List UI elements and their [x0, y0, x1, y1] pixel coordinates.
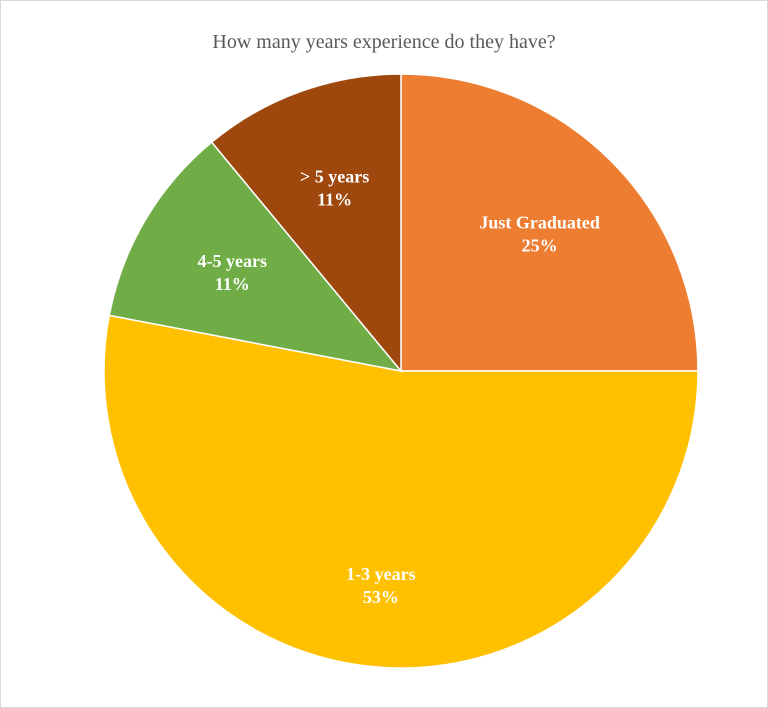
- slice-category-label: 4-5 years: [198, 251, 267, 271]
- slice-category-label: Just Graduated: [479, 212, 600, 232]
- pie-slice-1-3-years: [103, 314, 699, 669]
- slice-category-label: > 5 years: [300, 167, 369, 187]
- slice-category-label: 1-3 years: [346, 564, 415, 584]
- pie-slice-4-5-years: [108, 141, 403, 373]
- slice-percent-label: 25%: [522, 235, 558, 255]
- slice-percent-label: 11%: [215, 274, 250, 294]
- pie-slice-just-graduated: [400, 73, 699, 372]
- slice-percent-label: 11%: [317, 190, 352, 210]
- chart-title: How many years experience do they have?: [212, 31, 556, 53]
- slice-percent-label: 53%: [363, 587, 399, 607]
- pie-slice-5-years: [210, 73, 402, 374]
